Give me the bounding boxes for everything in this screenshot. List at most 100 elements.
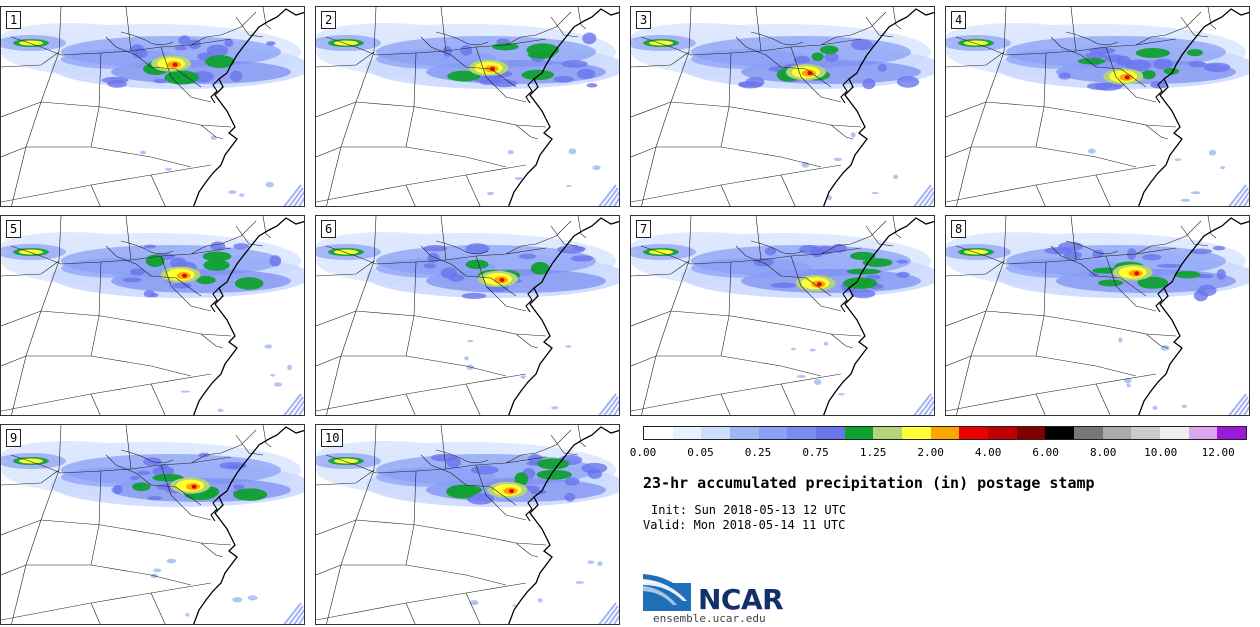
state-boundary xyxy=(505,429,572,464)
precip-cell xyxy=(174,45,188,51)
precip-speckle xyxy=(467,339,474,343)
precip-speckle xyxy=(1190,191,1201,195)
precip-map xyxy=(1,216,304,415)
state-boundary xyxy=(640,36,692,56)
state-boundary xyxy=(1207,216,1217,239)
colorbar-segment xyxy=(1160,427,1189,439)
precip-cell xyxy=(224,39,234,48)
state-boundary xyxy=(985,101,1177,128)
precip-ocean-streak xyxy=(598,602,617,624)
stamp-panel-3: 3 xyxy=(630,6,935,207)
state-boundary xyxy=(1005,38,1177,56)
ncar-logo-icon xyxy=(643,574,691,611)
state-boundary xyxy=(60,247,232,265)
chesapeake-bay xyxy=(1155,78,1165,104)
chesapeake-bay xyxy=(840,78,850,104)
state-boundary xyxy=(830,124,854,140)
precip-heavy-cell xyxy=(203,259,230,271)
state-boundary xyxy=(440,425,447,470)
state-boundary xyxy=(325,245,377,265)
precip-cell xyxy=(570,255,594,262)
precip-speckle xyxy=(537,598,543,603)
precip-heavy-cell xyxy=(447,70,481,82)
state-boundary xyxy=(955,245,1007,265)
state-boundary xyxy=(316,164,527,203)
precip-core xyxy=(489,66,495,71)
colorbar-segment xyxy=(644,427,673,439)
member-label: 7 xyxy=(636,220,652,238)
precip-cell xyxy=(233,243,250,250)
state-boundary xyxy=(865,225,894,247)
precip-ocean-streak xyxy=(608,399,619,415)
precip-ocean-streak xyxy=(913,184,932,206)
precip-cell xyxy=(572,246,586,252)
state-boundary xyxy=(720,393,731,415)
state-boundary xyxy=(515,542,539,558)
precip-cell xyxy=(130,44,144,55)
precip-ocean-streak xyxy=(603,396,619,415)
state-boundary xyxy=(1035,393,1046,415)
state-boundary xyxy=(26,355,192,377)
state-boundary xyxy=(631,355,657,367)
state-boundary xyxy=(190,429,257,464)
precip-speckle xyxy=(1118,337,1123,343)
precip-cell xyxy=(470,465,499,475)
state-boundary xyxy=(235,225,264,247)
state-boundary xyxy=(790,255,842,312)
state-boundary xyxy=(780,383,796,415)
precip-speckle xyxy=(239,193,245,197)
stamp-panel-9: 9 xyxy=(0,424,305,625)
precip-ocean-streak xyxy=(598,393,617,415)
state-boundary xyxy=(1065,240,1119,255)
precip-heavy-cell xyxy=(850,251,876,261)
precip-west-cell xyxy=(334,249,358,255)
precip-speckle xyxy=(823,341,829,346)
state-boundary xyxy=(125,425,132,470)
coastline xyxy=(823,8,934,206)
precip-west-cell xyxy=(19,458,43,464)
state-boundary xyxy=(375,38,547,56)
precip-cell xyxy=(112,484,123,495)
state-boundary xyxy=(316,373,527,412)
stamp-panel-4: 4 xyxy=(945,6,1250,207)
state-boundary xyxy=(405,184,416,206)
precip-speckle xyxy=(185,612,190,617)
coastline xyxy=(193,217,304,415)
state-boundary xyxy=(1,469,60,486)
precip-ocean-streak xyxy=(928,196,934,206)
state-boundary xyxy=(577,425,587,448)
precip-speckle xyxy=(1208,149,1217,156)
state-boundary xyxy=(631,101,672,118)
state-boundary xyxy=(125,7,132,52)
state-boundary xyxy=(865,16,894,38)
precip-cell xyxy=(519,253,537,260)
precip-core xyxy=(816,282,822,287)
member-label: 8 xyxy=(951,220,967,238)
coastline xyxy=(508,8,619,206)
state-boundary xyxy=(325,454,377,474)
precip-ocean-streak xyxy=(613,614,619,624)
state-boundary xyxy=(475,464,527,521)
state-boundary xyxy=(120,449,174,464)
state-boundary xyxy=(631,260,690,277)
precip-cell xyxy=(107,80,127,88)
precip-map xyxy=(1,7,304,206)
precip-cell xyxy=(553,75,575,83)
state-boundary xyxy=(1,355,27,367)
state-boundary xyxy=(946,310,987,327)
precip-map xyxy=(316,425,619,624)
state-boundary xyxy=(40,310,232,337)
precip-ocean-streak xyxy=(613,196,619,206)
precip-cell xyxy=(1212,245,1226,251)
state-boundary xyxy=(1065,31,1119,46)
member-label: 9 xyxy=(6,429,22,447)
state-boundary xyxy=(440,216,447,261)
chesapeake-bay xyxy=(210,287,220,313)
precip-heavy-cell xyxy=(152,473,184,482)
colorbar-tick-label: 0.00 xyxy=(629,446,657,459)
state-boundary xyxy=(515,124,539,140)
state-boundary xyxy=(316,146,342,158)
state-boundary xyxy=(985,310,1177,337)
precip-west-cell xyxy=(19,249,43,255)
state-boundary xyxy=(420,454,467,486)
